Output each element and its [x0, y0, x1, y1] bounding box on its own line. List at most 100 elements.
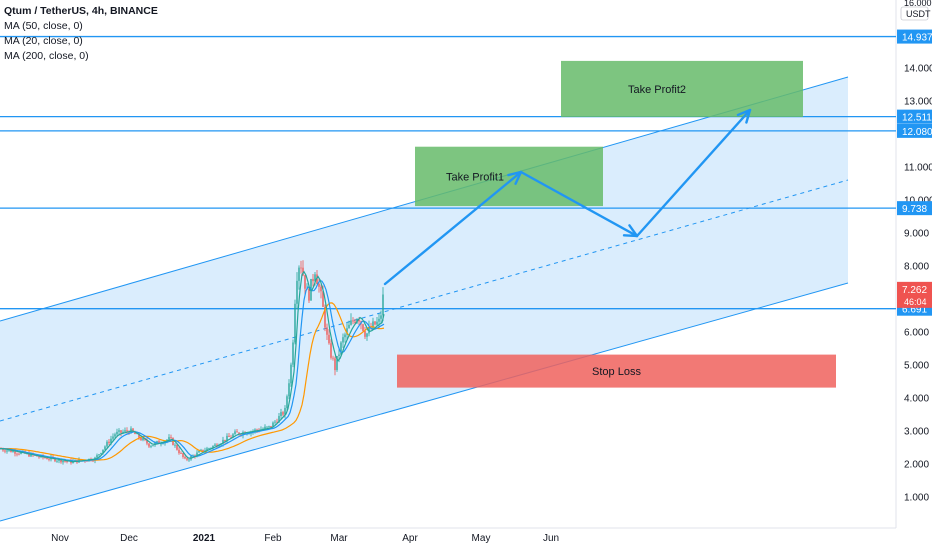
regression-channel[interactable] — [0, 76, 849, 522]
arrow-pullback[interactable] — [519, 170, 639, 238]
candle-body — [272, 422, 274, 428]
candle-body — [178, 449, 180, 454]
candle-body — [188, 459, 190, 461]
level-badge-2[interactable] — [897, 123, 932, 138]
candle-body — [346, 328, 348, 335]
candle-body — [290, 364, 292, 384]
time-tick-3: Feb — [264, 533, 282, 544]
level-badge-0[interactable] — [897, 29, 932, 44]
candle-body — [322, 291, 324, 307]
candle-body — [114, 434, 116, 437]
candle-body — [206, 448, 208, 451]
candle-body — [274, 421, 276, 423]
candle-body — [156, 441, 158, 443]
time-tick-4: Mar — [330, 533, 348, 544]
candle-body — [308, 288, 310, 301]
candle-body — [328, 334, 330, 344]
time-axis[interactable]: Nov Dec 2021 Feb Mar Apr May Jun — [51, 533, 559, 544]
candle-body — [284, 407, 286, 415]
channel-median-line[interactable] — [0, 179, 849, 422]
projection-arrows[interactable] — [383, 108, 752, 286]
arrow-to-tp1[interactable] — [383, 170, 523, 286]
grid — [0, 0, 897, 529]
candle-body — [62, 460, 64, 463]
take-profit-1-box[interactable] — [415, 146, 603, 207]
indicator-ma20-label[interactable]: MA (20, close, 0) — [4, 35, 83, 47]
candle-body — [302, 267, 304, 276]
candle-body — [256, 429, 258, 431]
price-tick-4: 9.000 — [904, 229, 929, 240]
candle-body — [248, 433, 250, 435]
candle-body — [282, 412, 284, 415]
candle-body — [218, 445, 220, 447]
stop-loss-box[interactable] — [397, 354, 836, 388]
candle-body — [124, 430, 126, 432]
take-profit-2-box[interactable] — [561, 60, 803, 117]
candle-body — [4, 450, 6, 452]
candle-body — [270, 425, 272, 428]
candle-body — [102, 449, 104, 453]
level-badge-3[interactable] — [897, 201, 932, 216]
candle-body — [86, 460, 88, 462]
candle-body — [240, 434, 242, 436]
candle-body — [266, 426, 268, 428]
currency-label: USDT — [906, 9, 931, 19]
candle-body — [140, 437, 142, 441]
indicator-ma50-label[interactable]: MA (50, close, 0) — [4, 20, 83, 32]
candle-body — [222, 439, 224, 444]
candle-body — [254, 429, 256, 432]
candle-body — [208, 448, 210, 449]
candle-body — [316, 274, 318, 284]
channel-lower-line[interactable] — [0, 282, 849, 522]
candle-body — [162, 443, 164, 445]
candle-body — [74, 459, 76, 461]
horizontal-levels[interactable] — [0, 35, 896, 310]
target-zones[interactable]: Take Profit1 Take Profit2 Stop Loss — [397, 60, 836, 388]
candle-body — [128, 431, 130, 434]
candle-body — [174, 444, 176, 446]
candle-body — [16, 453, 18, 455]
candle-body — [2, 448, 4, 451]
candle-body — [342, 337, 344, 343]
candle-body — [300, 267, 302, 269]
time-tick-5: Apr — [402, 533, 418, 544]
candle-body — [334, 358, 336, 371]
candle-body — [226, 435, 228, 442]
candle-body — [354, 321, 356, 323]
time-tick-6: May — [472, 533, 491, 544]
level-badge-label-2: 12.080 — [902, 127, 932, 138]
time-tick-7: Jun — [543, 533, 559, 544]
candle-body — [160, 443, 162, 445]
current-price-label: 7.262 — [902, 285, 927, 296]
candle-body — [106, 441, 108, 447]
candle-body — [212, 445, 214, 448]
candle-body — [28, 453, 30, 457]
candle-body — [134, 431, 136, 435]
candle-body — [142, 438, 144, 441]
candle-body — [378, 318, 380, 322]
candle-body — [234, 431, 236, 435]
candle-body — [196, 452, 198, 457]
arrow-to-tp2[interactable] — [635, 108, 752, 238]
level-badge-1[interactable] — [897, 109, 932, 124]
candle-body — [150, 446, 152, 447]
candle-body — [158, 441, 160, 444]
arrow-to-tp2-head — [736, 108, 752, 124]
candle-body — [100, 452, 102, 455]
candle-body — [326, 327, 328, 335]
candle-body — [64, 460, 66, 462]
candle-body — [184, 456, 186, 459]
candle-body — [278, 416, 280, 423]
level-badge-label-3: 9.738 — [902, 204, 927, 215]
candle-body — [380, 315, 382, 319]
time-tick-0: Nov — [51, 533, 69, 544]
indicator-ma200-label[interactable]: MA (200, close, 0) — [4, 50, 89, 62]
candle-body — [202, 449, 204, 452]
candle-body — [168, 437, 170, 440]
candle-body — [186, 458, 188, 460]
currency-box[interactable] — [900, 6, 929, 21]
candle-body — [30, 453, 32, 457]
current-price-badge[interactable] — [897, 281, 932, 308]
